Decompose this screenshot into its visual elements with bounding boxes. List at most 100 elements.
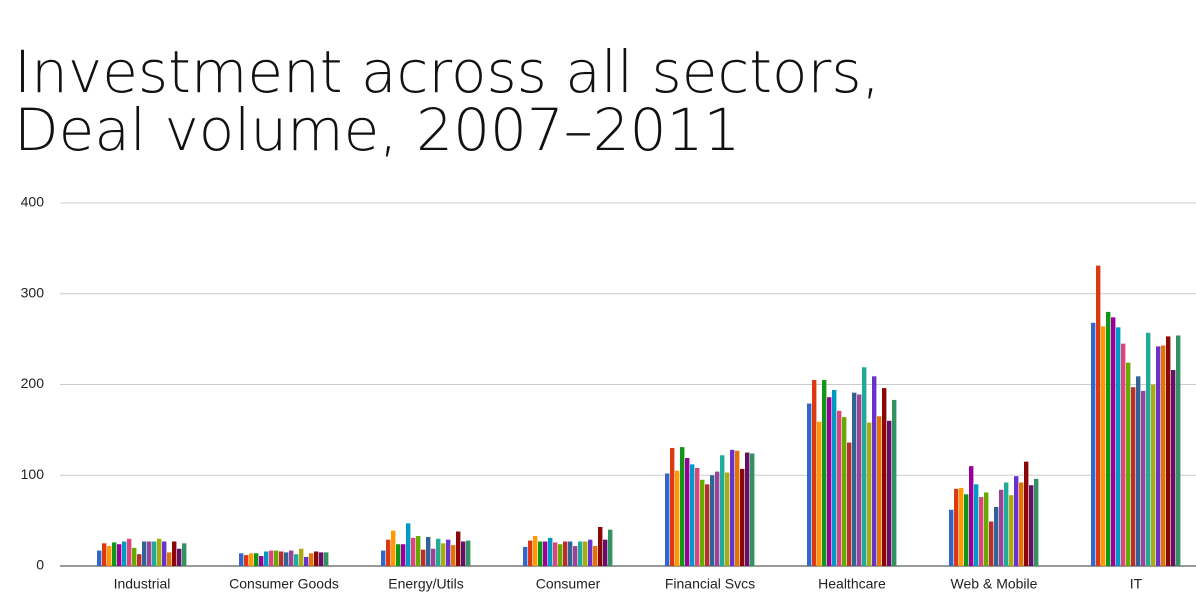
- bar: [954, 488, 959, 566]
- x-tick-label: Consumer Goods: [229, 576, 339, 592]
- bar: [1019, 482, 1024, 566]
- bar: [304, 556, 309, 566]
- bar: [436, 538, 441, 566]
- bar: [279, 551, 284, 566]
- x-tick-label: Financial Svcs: [665, 576, 755, 592]
- bar: [710, 475, 715, 566]
- bar: [1009, 495, 1014, 566]
- y-tick-label: 400: [21, 194, 45, 210]
- bar: [837, 410, 842, 566]
- bar: [1024, 461, 1029, 566]
- bar: [730, 449, 735, 566]
- bar: [842, 417, 847, 566]
- bar: [1116, 327, 1121, 566]
- bar: [568, 541, 573, 566]
- bar: [725, 472, 730, 566]
- x-tick-label: Consumer: [536, 576, 601, 592]
- bar: [852, 392, 857, 566]
- bar: [705, 484, 710, 566]
- bar: [107, 546, 112, 566]
- bar: [244, 555, 249, 566]
- bar: [294, 554, 299, 566]
- bar: [446, 539, 451, 566]
- bar: [97, 550, 102, 566]
- bar: [1161, 345, 1166, 566]
- bar: [391, 530, 396, 566]
- bar: [857, 394, 862, 566]
- bar: [102, 543, 107, 566]
- bar: [239, 553, 244, 566]
- bar: [695, 467, 700, 566]
- x-tick-label: Industrial: [114, 576, 171, 592]
- bar: [112, 542, 117, 566]
- bar: [1096, 265, 1101, 566]
- bar: [812, 379, 817, 566]
- bar: [578, 541, 583, 566]
- bar: [1176, 335, 1181, 566]
- bar: [314, 551, 319, 566]
- bar: [608, 529, 613, 566]
- y-tick-label: 300: [21, 284, 45, 300]
- bar: [254, 553, 259, 566]
- bar: [750, 453, 755, 566]
- bar: [1029, 485, 1034, 566]
- bar: [1146, 332, 1151, 566]
- bar: [461, 541, 466, 566]
- bar: [167, 552, 172, 566]
- bar: [573, 546, 578, 566]
- bar: [269, 550, 274, 566]
- bar: [117, 544, 122, 566]
- bar: [182, 543, 187, 566]
- bar: [989, 521, 994, 566]
- bar: [887, 420, 892, 566]
- bar: [441, 543, 446, 566]
- bar: [249, 553, 254, 566]
- bar: [466, 540, 471, 566]
- bar: [665, 473, 670, 566]
- bar: [969, 466, 974, 566]
- bar: [1126, 362, 1131, 566]
- y-tick-label: 100: [21, 466, 45, 482]
- x-tick-label: Healthcare: [818, 576, 886, 592]
- y-tick-label: 200: [21, 375, 45, 391]
- bar: [528, 540, 533, 566]
- bar: [162, 541, 167, 566]
- bar: [137, 554, 142, 566]
- bar: [1156, 346, 1161, 566]
- bar: [523, 546, 528, 566]
- bar: [142, 541, 147, 566]
- bar: [558, 544, 563, 566]
- bar: [720, 455, 725, 566]
- bar: [862, 367, 867, 566]
- bar: [406, 523, 411, 566]
- bar: [127, 538, 132, 566]
- bar: [583, 541, 588, 566]
- bar: [319, 552, 324, 566]
- bar: [1111, 317, 1116, 566]
- bar: [284, 552, 289, 566]
- bar: [1166, 336, 1171, 566]
- bar: [1101, 326, 1106, 566]
- bar: [832, 389, 837, 566]
- bar: [603, 539, 608, 566]
- bar: [274, 550, 279, 566]
- bar: [533, 536, 538, 566]
- bar: [827, 397, 832, 566]
- bar: [289, 550, 294, 566]
- bar: [299, 548, 304, 566]
- bar: [553, 542, 558, 566]
- bar: [1004, 482, 1009, 566]
- bar: [745, 452, 750, 566]
- bar: [264, 551, 269, 566]
- bar: [1171, 369, 1176, 566]
- bar: [974, 484, 979, 566]
- bar: [700, 479, 705, 566]
- bar: [548, 537, 553, 566]
- bar: [685, 458, 690, 566]
- bar: [456, 531, 461, 566]
- bar: [431, 548, 436, 566]
- bar: [822, 379, 827, 566]
- bar: [416, 536, 421, 566]
- x-tick-label: Energy/Utils: [388, 576, 463, 592]
